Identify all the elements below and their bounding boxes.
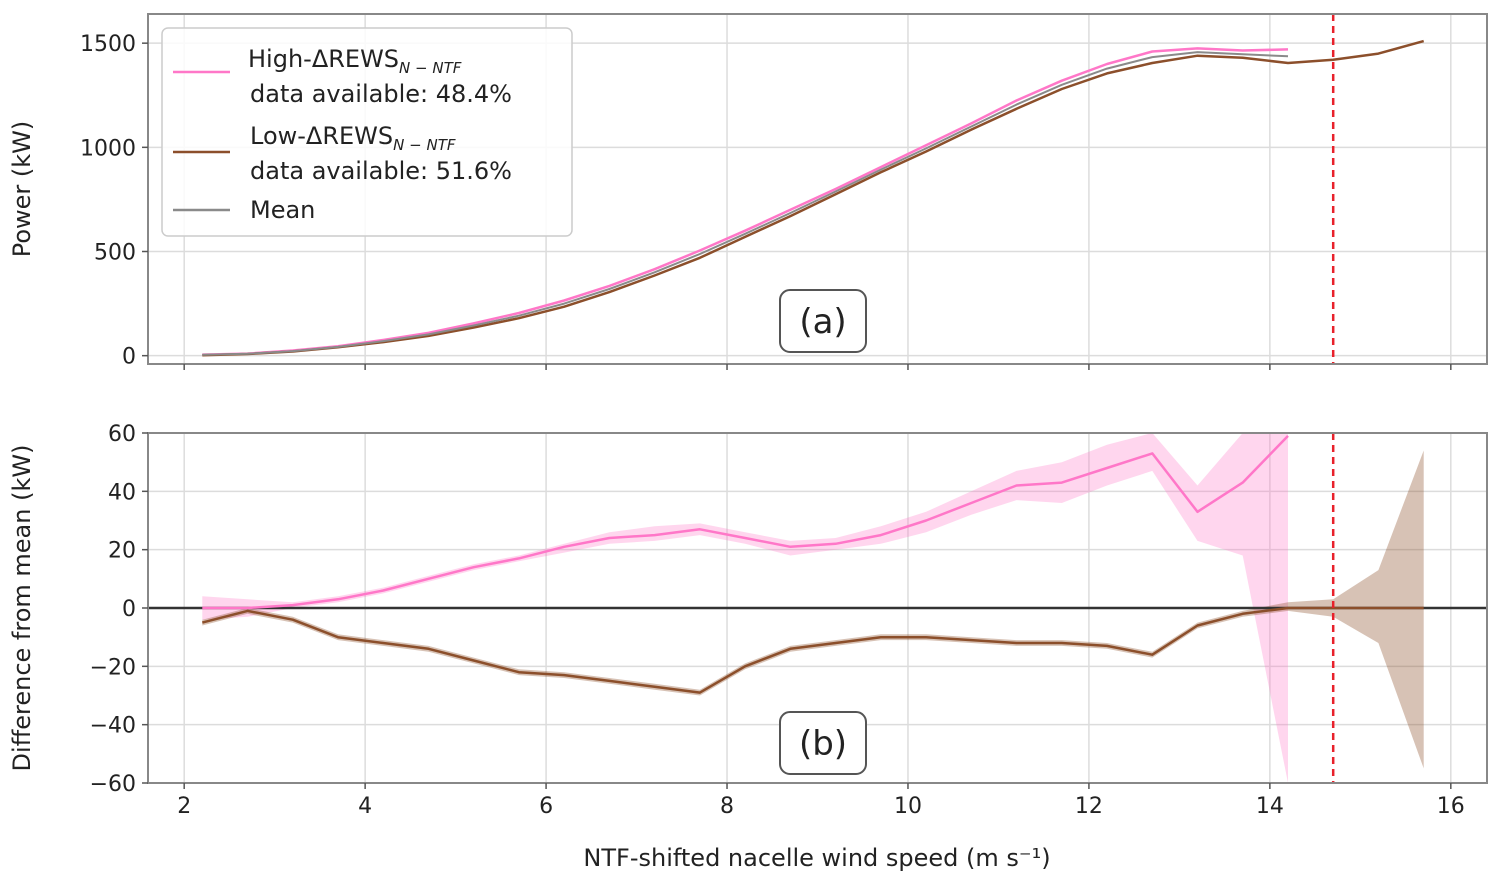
panel-b-series-lines <box>201 435 1424 694</box>
series-line-mean <box>202 51 1289 356</box>
panel-b-y-axis-label: Difference from mean (kW) <box>8 445 36 772</box>
legend-label-mean: Mean <box>250 196 315 224</box>
panel-b-difference: 2 4 6 8 10 12 14 16 −60 −40 −20 0 20 40 60 Difference … <box>8 422 1488 819</box>
panel-a-label: (a) <box>779 289 867 353</box>
x-tick-label: 10 <box>894 794 922 819</box>
x-tick-label: 14 <box>1256 794 1284 819</box>
legend-box <box>161 27 573 237</box>
y-tick-label: 60 <box>108 422 136 447</box>
panel-a-series-lines <box>202 39 1425 357</box>
x-tick-label: 4 <box>358 794 372 819</box>
legend-availability-low: data available: 51.6% <box>250 157 512 185</box>
x-tick-label: 6 <box>539 794 553 819</box>
panel-b-tick-labels: 2 4 6 8 10 12 14 16 −60 −40 −20 0 20 40 60 <box>90 422 1465 819</box>
panel-b-confidence-bands <box>202 433 1424 783</box>
panel-b-label-text: (b) <box>799 724 847 764</box>
panel-a-power: 0 500 1000 1500 Power (kW) High-ΔREWSN − NT… <box>8 13 1488 370</box>
series-line-high-rews <box>202 47 1289 356</box>
y-tick-label: 1500 <box>80 32 136 57</box>
y-tick-label: −20 <box>90 655 136 680</box>
series-line-high <box>202 435 1289 610</box>
legend: High-ΔREWSN − NTF data available: 48.4% … <box>161 27 573 237</box>
series-line-low <box>201 606 1424 694</box>
y-tick-label: 20 <box>108 539 136 564</box>
legend-label-low: Low-ΔREWSN − NTF <box>250 122 456 154</box>
y-tick-label: 1000 <box>80 136 136 161</box>
y-tick-label: 500 <box>94 241 136 266</box>
panel-a-y-axis-label: Power (kW) <box>8 121 36 258</box>
legend-availability-high: data available: 48.4% <box>250 80 512 108</box>
panel-a-tick-labels: 0 500 1000 1500 <box>80 32 1452 370</box>
x-tick-label: 2 <box>177 794 191 819</box>
panel-b-label: (b) <box>779 711 867 775</box>
panel-a-label-text: (a) <box>799 302 846 342</box>
x-tick-label: 8 <box>720 794 734 819</box>
y-tick-label: −40 <box>90 714 136 739</box>
panel-a-frame <box>147 13 1488 365</box>
x-tick-label: 16 <box>1437 794 1465 819</box>
y-tick-label: 40 <box>108 480 136 505</box>
y-tick-label: 0 <box>122 345 136 370</box>
x-tick-label: 12 <box>1075 794 1103 819</box>
y-tick-label: 0 <box>122 597 136 622</box>
confidence-band-high <box>202 433 1288 783</box>
y-tick-label: −60 <box>90 772 136 797</box>
x-axis-label: NTF-shifted nacelle wind speed (m s⁻¹) <box>583 844 1050 872</box>
legend-label-high: High-ΔREWSN − NTF <box>248 45 462 77</box>
series-line-low-rews <box>202 39 1425 357</box>
